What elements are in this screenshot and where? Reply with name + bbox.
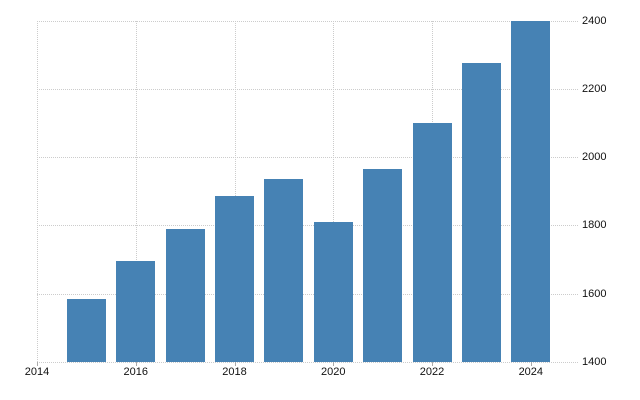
y-tick-label: 2400 <box>582 14 607 27</box>
v-gridline <box>234 20 236 362</box>
bar-2017 <box>165 228 205 362</box>
h-gridline <box>37 225 578 227</box>
bar-2024 <box>511 21 551 362</box>
bar-2018 <box>215 196 255 362</box>
bar-2015 <box>66 298 106 362</box>
x-tick-mark <box>432 362 434 366</box>
bar-2023 <box>461 63 501 362</box>
x-tick-mark <box>135 362 137 366</box>
x-tick-label: 2024 <box>518 366 544 378</box>
x-tick-mark <box>234 362 236 366</box>
bar-2020 <box>313 222 353 362</box>
bar-2022 <box>412 123 452 362</box>
x-tick-label: 2014 <box>24 366 50 378</box>
h-gridline <box>37 88 578 90</box>
h-gridline <box>37 362 578 363</box>
v-gridline <box>135 20 137 362</box>
y-tick-label: 1600 <box>582 287 607 300</box>
v-gridline <box>37 20 38 362</box>
x-tick-label: 2018 <box>222 366 247 378</box>
x-tick-mark <box>530 362 532 366</box>
x-tick-label: 2016 <box>123 366 148 378</box>
bar-2019 <box>264 179 304 362</box>
y-tick-label: 1400 <box>582 356 607 368</box>
y-tick-label: 2200 <box>582 82 607 95</box>
x-tick-mark <box>37 362 38 366</box>
h-gridline <box>37 157 578 159</box>
y-tick-label: 2000 <box>582 151 607 164</box>
bar-2016 <box>116 261 156 362</box>
x-tick-label: 2020 <box>321 366 346 378</box>
x-tick-mark <box>333 362 335 366</box>
h-gridline <box>37 20 578 22</box>
x-tick-label: 2022 <box>419 366 445 378</box>
bar-2021 <box>363 169 403 362</box>
v-gridline <box>333 20 335 362</box>
y-tick-label: 1800 <box>582 219 607 232</box>
h-gridline <box>37 293 578 295</box>
